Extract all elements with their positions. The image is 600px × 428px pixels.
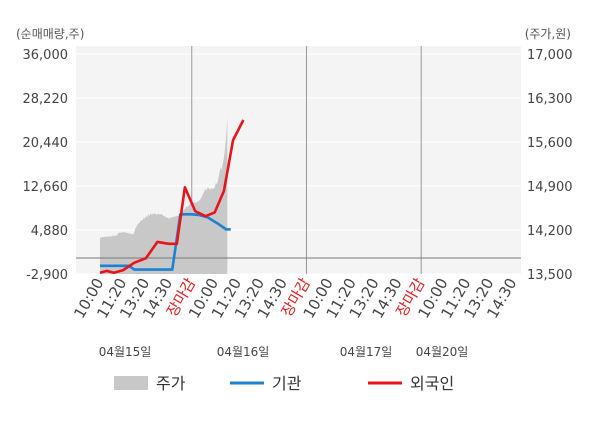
left-tick-label: 28,220 — [23, 92, 69, 107]
date-labels: 04월15일 04월16일 04월17일 04월20일 — [99, 345, 469, 359]
right-axis-unit: (주가,원) — [525, 27, 571, 41]
price-area — [100, 116, 228, 274]
right-tick-label: 13,500 — [527, 268, 573, 283]
date-label: 04월15일 — [99, 345, 152, 359]
right-tick-label: 14,900 — [527, 180, 573, 195]
left-tick-label: 20,440 — [23, 136, 69, 151]
left-tick-label: 4,880 — [31, 224, 68, 239]
right-axis-ticks: 17,000 16,300 15,600 14,900 14,200 13,500 — [527, 48, 573, 283]
left-axis-unit: (순매매량,주) — [16, 27, 84, 41]
foreign-line — [99, 119, 245, 275]
legend-price-swatch — [114, 376, 148, 390]
date-label: 04월17일 — [340, 345, 393, 359]
net-trade-lines — [99, 119, 245, 275]
left-tick-label: -2,900 — [26, 268, 68, 283]
date-label: 04월20일 — [416, 345, 469, 359]
right-tick-label: 16,300 — [527, 92, 573, 107]
price-area-layer — [100, 116, 228, 274]
legend-foreign-label: 외국인 — [410, 374, 454, 393]
date-label: 04월16일 — [217, 345, 270, 359]
right-tick-label: 14,200 — [527, 224, 573, 239]
legend-institution-label: 기관 — [272, 374, 302, 393]
institution-line — [100, 212, 231, 271]
right-tick-label: 17,000 — [527, 48, 573, 63]
right-tick-label: 15,600 — [527, 136, 573, 151]
legend-price-label: 주가 — [156, 374, 186, 393]
legend: 주가 기관 외국인 — [114, 374, 454, 393]
left-axis-ticks: 36,000 28,220 20,440 12,660 4,880 -2,900 — [23, 48, 69, 283]
grid-lines — [76, 46, 521, 275]
left-tick-label: 12,660 — [23, 180, 69, 195]
x-axis-ticks: 10:0011:2013:2014:30장마감10:0011:2013:2014… — [70, 275, 520, 322]
left-tick-label: 36,000 — [23, 48, 69, 63]
